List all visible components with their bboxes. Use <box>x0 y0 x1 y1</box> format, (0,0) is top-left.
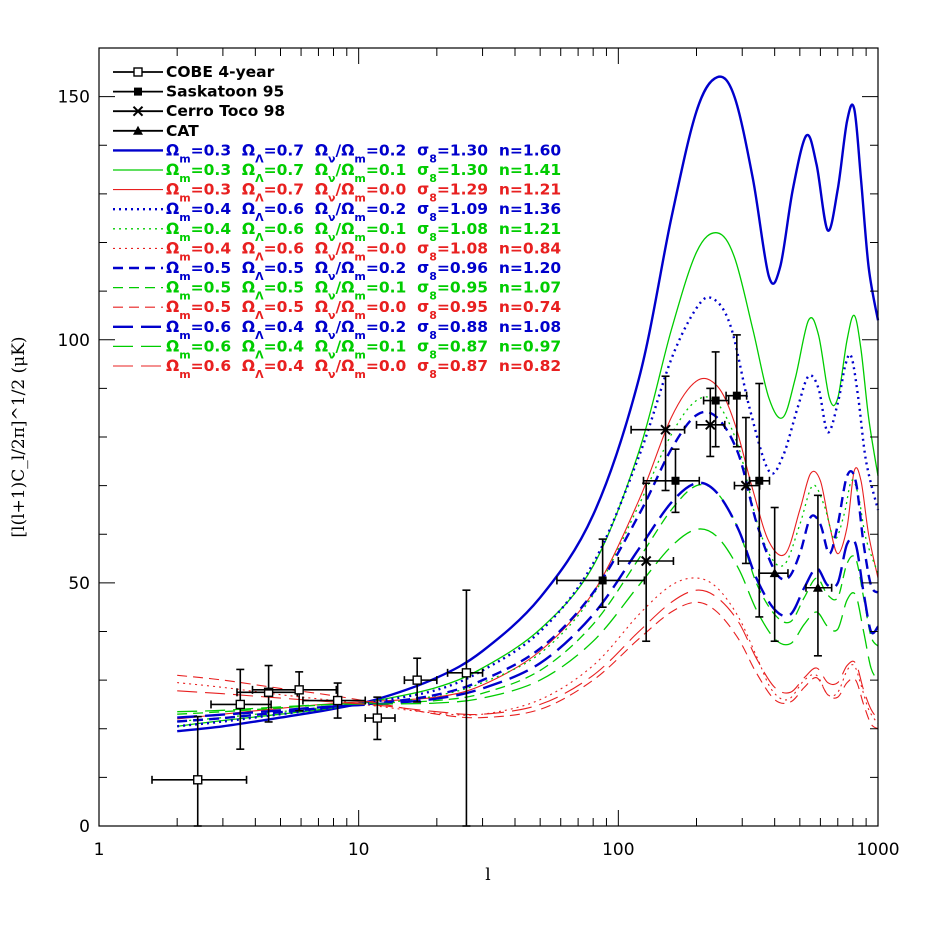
legend-entry-model-8: Ωm=0.5 ΩΛ=0.5 Ων/Ωm=0.1 σ8=0.95 n=1.07 <box>113 279 561 303</box>
legend-label: Ωm=0.4 ΩΛ=0.6 Ων/Ωm=0.1 σ8=1.08 n=1.21 <box>166 220 561 244</box>
marker-cross <box>705 419 716 431</box>
legend-entry-1: COBE 4-year <box>113 63 275 81</box>
legend-entry-model-12: Ωm=0.6 ΩΛ=0.4 Ων/Ωm=0.0 σ8=0.87 n=0.82 <box>113 357 561 381</box>
marker-open-square <box>412 675 422 685</box>
series-line-6 <box>177 577 879 725</box>
legend-entry-model-9: Ωm=0.5 ΩΛ=0.5 Ων/Ωm=0.0 σ8=0.95 n=0.74 <box>113 298 561 322</box>
series-line-4 <box>177 296 880 728</box>
marker-open-square <box>332 695 343 706</box>
legend-entry-model-11: Ωm=0.6 ΩΛ=0.4 Ων/Ωm=0.1 σ8=0.87 n=0.97 <box>113 337 561 361</box>
marker-open-square <box>193 775 203 785</box>
marker-filled-triangle <box>769 568 780 578</box>
marker-filled-square <box>598 576 607 585</box>
marker-cross <box>740 480 752 491</box>
legend-entry-model-1: Ωm=0.3 ΩΛ=0.7 Ων/Ωm=0.2 σ8=1.30 n=1.60 <box>113 141 561 165</box>
legend-label: Ωm=0.5 ΩΛ=0.5 Ων/Ωm=0.1 σ8=0.95 n=1.07 <box>166 279 561 303</box>
legend-entry-model-10: Ωm=0.6 ΩΛ=0.4 Ων/Ωm=0.2 σ8=0.88 n=1.08 <box>113 318 561 342</box>
legend-entry-4: CAT <box>113 122 199 140</box>
legend-entry-model-5: Ωm=0.4 ΩΛ=0.6 Ων/Ωm=0.1 σ8=1.08 n=1.21 <box>113 220 561 244</box>
x-tick-label: 1000 <box>856 840 899 860</box>
series-line-11 <box>177 528 879 713</box>
marker-filled-square <box>732 391 741 400</box>
legend-label: CAT <box>166 122 199 140</box>
legend-label: COBE 4-year <box>166 63 275 81</box>
marker-cross <box>132 105 144 117</box>
marker-filled-square <box>671 476 680 485</box>
series-line-12 <box>177 589 879 720</box>
legend-entry-model-6: Ωm=0.4 ΩΛ=0.6 Ων/Ωm=0.0 σ8=1.08 n=0.84 <box>113 239 561 263</box>
marker-cross <box>660 424 671 435</box>
series-line-7 <box>177 410 879 723</box>
series-line-8 <box>177 483 879 715</box>
legend-label: Ωm=0.3 ΩΛ=0.7 Ων/Ωm=0.0 σ8=1.29 n=1.21 <box>166 181 561 205</box>
data-point-1-5 <box>302 682 367 719</box>
data-point-1-4 <box>251 671 338 712</box>
marker-filled-square <box>711 396 720 405</box>
marker-open-square <box>372 713 383 723</box>
data-point-4-1 <box>758 506 789 643</box>
data-point-2-3 <box>702 351 730 448</box>
x-tick-label: 10 <box>348 840 370 860</box>
marker-cross <box>640 555 652 567</box>
x-tick-label: 1 <box>94 840 105 860</box>
data-point-1-1 <box>151 715 248 827</box>
legend-label: Ωm=0.5 ΩΛ=0.5 Ων/Ωm=0.0 σ8=0.95 n=0.74 <box>166 298 561 322</box>
legend-label: Cerro Toco 98 <box>166 102 285 120</box>
series-line-1 <box>177 75 880 733</box>
marker-open-square <box>294 685 304 695</box>
legend-entry-model-2: Ωm=0.3 ΩΛ=0.7 Ων/Ωm=0.1 σ8=1.30 n=1.41 <box>113 161 561 185</box>
legend-entry-model-4: Ωm=0.4 ΩΛ=0.6 Ων/Ωm=0.2 σ8=1.09 n=1.36 <box>113 200 561 224</box>
marker-filled-triangle <box>812 582 823 592</box>
legend-label: Ωm=0.3 ΩΛ=0.7 Ων/Ωm=0.2 σ8=1.30 n=1.60 <box>166 141 561 165</box>
legend-label: Ωm=0.3 ΩΛ=0.7 Ων/Ωm=0.1 σ8=1.30 n=1.41 <box>166 161 561 185</box>
y-tick-label: 150 <box>58 88 90 108</box>
legend-label: Ωm=0.4 ΩΛ=0.6 Ων/Ωm=0.0 σ8=1.08 n=0.84 <box>166 239 561 263</box>
axis-ticks <box>99 48 878 826</box>
data-point-3-3 <box>695 387 726 458</box>
legend-label: Ωm=0.6 ΩΛ=0.4 Ων/Ωm=0.1 σ8=0.87 n=0.97 <box>166 337 561 361</box>
marker-filled-square <box>755 476 764 485</box>
marker-open-square <box>461 668 472 678</box>
y-tick-label: 0 <box>79 817 90 837</box>
data-point-2-1 <box>556 538 646 608</box>
data-point-1-6 <box>364 696 396 741</box>
y-axis-title: [l(l+1)C_l/2π]^1/2 (μK) <box>9 336 29 537</box>
legend-entry-model-7: Ωm=0.5 ΩΛ=0.5 Ων/Ωm=0.2 σ8=0.96 n=1.20 <box>113 259 561 283</box>
legend-label: Ωm=0.4 ΩΛ=0.6 Ων/Ωm=0.2 σ8=1.09 n=1.36 <box>166 200 561 224</box>
series-line-9 <box>177 601 879 730</box>
x-axis-title: l <box>485 865 490 885</box>
series-line-5 <box>177 396 879 723</box>
data-point-3-4 <box>733 416 761 565</box>
data-point-2-2 <box>642 448 701 514</box>
data-points <box>151 334 833 827</box>
data-point-4-2 <box>805 494 833 657</box>
tick-labels: 1 10 100 1000 0 50 100 150 <box>58 88 900 860</box>
y-tick-label: 50 <box>68 574 90 594</box>
data-point-3-2 <box>630 375 686 492</box>
series-line-3 <box>177 377 879 720</box>
marker-filled-triangle <box>133 125 143 135</box>
legend-entry-3: Cerro Toco 98 <box>113 102 285 120</box>
data-point-1-7 <box>403 657 438 703</box>
legend-entry-2: Saskatoon 95 <box>113 83 284 101</box>
legend-label: Ωm=0.6 ΩΛ=0.4 Ων/Ωm=0.2 σ8=0.88 n=1.08 <box>166 318 561 342</box>
data-point-1-8 <box>446 589 484 827</box>
data-point-2-4 <box>725 334 748 448</box>
marker-filled-square <box>134 87 142 96</box>
data-point-1-2 <box>210 668 272 750</box>
legend-label: Ωm=0.6 ΩΛ=0.4 Ων/Ωm=0.0 σ8=0.87 n=0.82 <box>166 357 561 381</box>
legend-label: Ωm=0.5 ΩΛ=0.5 Ων/Ωm=0.2 σ8=0.96 n=1.20 <box>166 259 561 283</box>
legend-entry-model-3: Ωm=0.3 ΩΛ=0.7 Ων/Ωm=0.0 σ8=1.29 n=1.21 <box>113 181 561 205</box>
marker-open-square <box>263 687 274 697</box>
series-line-10 <box>177 481 879 719</box>
marker-open-square <box>133 67 143 77</box>
legend-label: Saskatoon 95 <box>166 83 284 101</box>
y-tick-label: 100 <box>58 331 90 351</box>
data-point-3-1 <box>617 482 675 643</box>
marker-open-square <box>235 699 245 710</box>
x-tick-label: 100 <box>602 840 634 860</box>
